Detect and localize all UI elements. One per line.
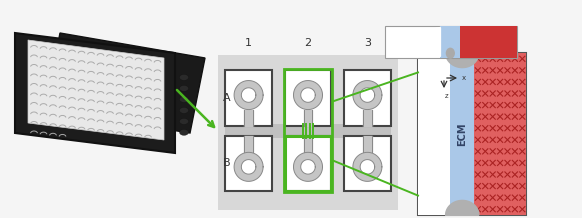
Ellipse shape: [165, 106, 174, 112]
Text: 3: 3: [364, 38, 371, 48]
Ellipse shape: [78, 106, 87, 112]
Ellipse shape: [107, 98, 116, 104]
Bar: [418, 53, 526, 215]
Ellipse shape: [93, 75, 101, 81]
Ellipse shape: [107, 65, 116, 72]
Polygon shape: [446, 200, 479, 215]
Ellipse shape: [165, 128, 174, 134]
Ellipse shape: [179, 85, 189, 91]
Ellipse shape: [179, 118, 189, 124]
Ellipse shape: [122, 122, 130, 128]
Bar: [0, 0, 210, 218]
Ellipse shape: [136, 124, 145, 130]
Bar: [460, 26, 517, 58]
Ellipse shape: [107, 76, 116, 82]
Ellipse shape: [179, 74, 189, 80]
Ellipse shape: [78, 95, 87, 101]
Text: A: A: [223, 93, 230, 103]
Ellipse shape: [151, 71, 159, 77]
Bar: [418, 53, 450, 215]
Ellipse shape: [165, 83, 174, 90]
Ellipse shape: [136, 80, 145, 86]
Ellipse shape: [136, 102, 145, 108]
Ellipse shape: [136, 91, 145, 97]
Bar: [344, 136, 391, 191]
Text: ECM: ECM: [457, 122, 467, 146]
Ellipse shape: [122, 78, 130, 84]
Bar: [385, 26, 517, 58]
Ellipse shape: [151, 82, 159, 88]
Polygon shape: [446, 53, 479, 68]
Bar: [441, 26, 460, 58]
Polygon shape: [234, 152, 263, 181]
Bar: [225, 136, 272, 191]
Ellipse shape: [93, 64, 101, 70]
Ellipse shape: [165, 95, 174, 100]
Ellipse shape: [107, 87, 116, 93]
Ellipse shape: [179, 107, 189, 113]
Bar: [218, 55, 398, 210]
Polygon shape: [15, 33, 175, 153]
Ellipse shape: [136, 69, 145, 75]
Ellipse shape: [122, 67, 130, 73]
Polygon shape: [234, 80, 263, 110]
Ellipse shape: [93, 119, 101, 125]
Ellipse shape: [78, 117, 87, 123]
Bar: [225, 70, 272, 126]
Ellipse shape: [179, 129, 189, 135]
Ellipse shape: [78, 73, 87, 79]
Polygon shape: [426, 28, 441, 56]
Ellipse shape: [63, 115, 73, 121]
Bar: [344, 70, 391, 126]
Bar: [474, 53, 526, 215]
Ellipse shape: [122, 89, 130, 95]
Text: 1: 1: [245, 38, 252, 48]
Ellipse shape: [93, 97, 101, 103]
Polygon shape: [293, 80, 322, 110]
Ellipse shape: [151, 93, 159, 99]
Ellipse shape: [107, 109, 116, 115]
Ellipse shape: [63, 82, 73, 88]
Polygon shape: [293, 152, 322, 181]
Ellipse shape: [122, 100, 130, 106]
Ellipse shape: [107, 120, 116, 126]
Ellipse shape: [446, 48, 455, 59]
Ellipse shape: [165, 73, 174, 79]
Polygon shape: [45, 33, 205, 133]
Polygon shape: [28, 40, 164, 140]
Bar: [285, 136, 331, 191]
Ellipse shape: [63, 60, 73, 66]
Text: B: B: [223, 158, 230, 169]
Bar: [285, 70, 331, 126]
Ellipse shape: [63, 71, 73, 77]
Bar: [285, 136, 331, 191]
Text: 2: 2: [304, 38, 311, 48]
Text: x: x: [462, 75, 466, 81]
Bar: [450, 53, 474, 215]
Ellipse shape: [151, 104, 159, 110]
Text: z: z: [445, 93, 449, 99]
Ellipse shape: [151, 115, 159, 121]
Ellipse shape: [63, 93, 73, 99]
Ellipse shape: [78, 84, 87, 90]
Ellipse shape: [93, 86, 101, 92]
Ellipse shape: [93, 108, 101, 114]
Ellipse shape: [78, 62, 87, 68]
Bar: [283, 70, 332, 192]
Polygon shape: [353, 152, 382, 181]
Bar: [225, 124, 391, 138]
Ellipse shape: [136, 113, 145, 119]
Ellipse shape: [63, 104, 73, 110]
Ellipse shape: [179, 96, 189, 102]
Polygon shape: [353, 80, 382, 110]
Ellipse shape: [122, 111, 130, 117]
Ellipse shape: [165, 117, 174, 123]
Ellipse shape: [151, 126, 159, 132]
